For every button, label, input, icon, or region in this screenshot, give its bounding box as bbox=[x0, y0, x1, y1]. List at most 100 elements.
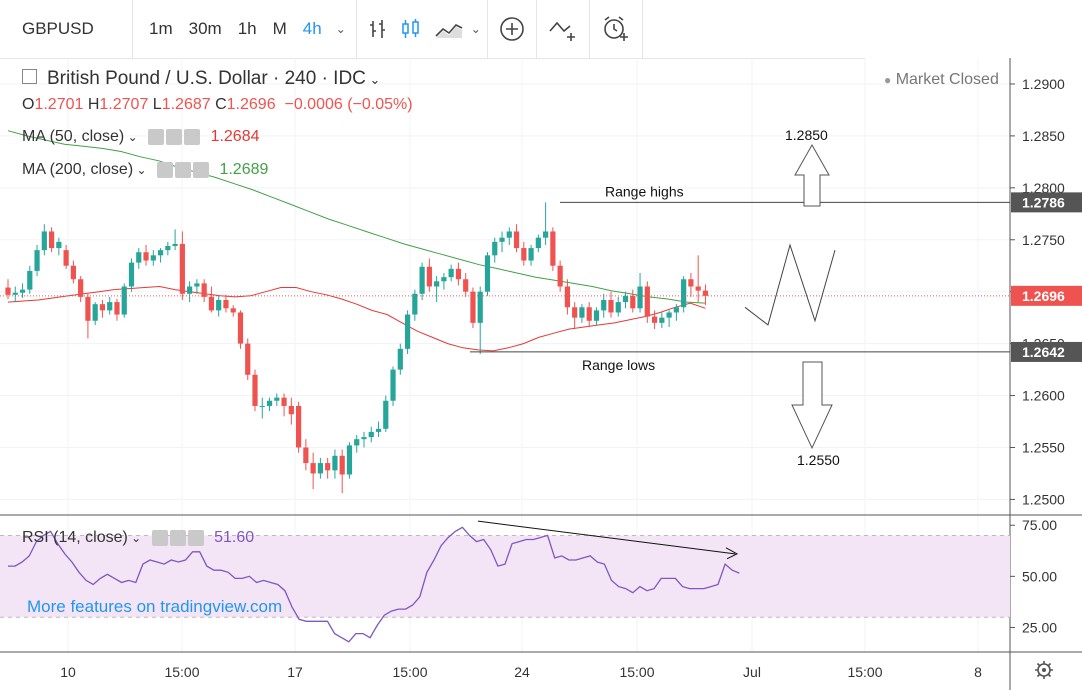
rsi-chevron-down-icon[interactable]: ⌄ bbox=[127, 531, 142, 545]
candle-body bbox=[78, 279, 84, 297]
high-label: H bbox=[87, 96, 100, 113]
collapse-icon[interactable] bbox=[22, 69, 37, 85]
candle-body bbox=[274, 397, 280, 401]
rsi-label: RSI (14, close) bbox=[22, 529, 128, 546]
market-status: ● Market Closed bbox=[884, 71, 999, 88]
high-value: 1.2707 bbox=[99, 96, 149, 113]
rsi-level-lines bbox=[0, 534, 1010, 618]
chart-style-chevron-down-icon[interactable]: ⌄ bbox=[470, 22, 481, 36]
time-tick-label: 15:00 bbox=[164, 664, 199, 680]
candle-body bbox=[99, 304, 106, 311]
compare-symbol-icon[interactable] bbox=[547, 14, 579, 44]
candle-body bbox=[201, 283, 207, 297]
ma200-path bbox=[7, 130, 706, 304]
title-chevron-down-icon[interactable]: ⌄ bbox=[365, 72, 381, 87]
candle-body bbox=[48, 231, 55, 249]
candle-body bbox=[12, 292, 18, 295]
target-up-label: 1.2850 bbox=[785, 127, 828, 143]
candle-body bbox=[296, 405, 302, 448]
close-icon[interactable] bbox=[193, 161, 209, 178]
symbol-search-button[interactable]: GBPUSD bbox=[22, 19, 94, 38]
time-tick-label: 10 bbox=[60, 664, 76, 680]
gear-icon[interactable] bbox=[169, 529, 186, 546]
candle-style-icon[interactable] bbox=[395, 14, 427, 44]
chart-legend-title: British Pound / U.S. Dollar · 240 · IDC … bbox=[22, 68, 380, 90]
candle-body bbox=[63, 250, 69, 266]
eye-icon[interactable] bbox=[148, 128, 165, 145]
timeframe-chevron-down-icon[interactable]: ⌄ bbox=[335, 22, 346, 36]
candle-body bbox=[644, 286, 650, 317]
ma50-label: MA (50, close) bbox=[22, 128, 125, 145]
timeframe-m-button[interactable]: M bbox=[272, 19, 287, 38]
candle-body bbox=[477, 291, 483, 323]
toolbar-divider bbox=[588, 0, 590, 58]
rsi-legend[interactable]: RSI (14, close) ⌄ 51.60 bbox=[22, 529, 254, 547]
ma50-controls[interactable] bbox=[148, 128, 201, 145]
rsi-path bbox=[8, 526, 740, 643]
candle-body bbox=[339, 455, 345, 475]
gear-icon[interactable] bbox=[166, 128, 183, 145]
candle-body bbox=[107, 302, 113, 311]
target-down-label: 1.2550 bbox=[797, 452, 840, 468]
ma200-legend[interactable]: MA (200, close) ⌄ 1.2689 bbox=[22, 161, 268, 179]
open-label: O bbox=[22, 96, 35, 113]
alarm-clock-icon[interactable] bbox=[600, 14, 632, 44]
instrument-title[interactable]: British Pound / U.S. Dollar · 240 · IDC bbox=[47, 68, 366, 89]
rsi-controls[interactable] bbox=[151, 529, 204, 546]
close-icon[interactable] bbox=[187, 529, 204, 546]
candle-body bbox=[317, 463, 323, 474]
eye-icon[interactable] bbox=[151, 529, 168, 546]
bar-style-icon[interactable] bbox=[363, 14, 395, 44]
rsi-tick-label: 25.00 bbox=[1022, 619, 1057, 635]
candle-body bbox=[550, 231, 556, 266]
candle-body bbox=[659, 317, 665, 323]
candle-body bbox=[354, 439, 360, 446]
timeframe-1h-button[interactable]: 1h bbox=[237, 19, 257, 38]
projection-zigzag bbox=[744, 243, 836, 326]
timeframe-4h-button[interactable]: 4h bbox=[302, 19, 322, 38]
timeframe-1m-button[interactable]: 1m bbox=[149, 19, 173, 38]
range-breakdown-down-arrow bbox=[791, 361, 833, 450]
rsi-band bbox=[0, 535, 1010, 618]
eye-icon[interactable] bbox=[157, 161, 173, 178]
candle-body bbox=[223, 300, 229, 309]
add-indicator-plus-icon[interactable] bbox=[496, 14, 528, 44]
settings-gear-icon[interactable] bbox=[1034, 660, 1054, 680]
gear-icon[interactable] bbox=[175, 161, 191, 178]
toolbar-divider bbox=[132, 0, 133, 58]
ma200-chevron-down-icon[interactable]: ⌄ bbox=[133, 163, 147, 177]
open-value: 1.2701 bbox=[34, 96, 84, 113]
rsi-tick-label: 75.00 bbox=[1022, 517, 1057, 533]
candle-body bbox=[673, 307, 679, 313]
close-label: C bbox=[215, 96, 227, 113]
ma50-chevron-down-icon[interactable]: ⌄ bbox=[124, 130, 138, 144]
candle-body bbox=[441, 277, 447, 282]
market-status-text: Market Closed bbox=[895, 71, 999, 88]
low-label: L bbox=[152, 96, 162, 113]
time-axis: 10 15:00 17 15:00 24 15:00 Jul 15:00 8 bbox=[60, 664, 982, 680]
candle-body bbox=[390, 369, 396, 401]
candle-body bbox=[586, 307, 592, 321]
candle-body bbox=[281, 397, 287, 406]
candle-body bbox=[230, 308, 236, 313]
candle-body bbox=[470, 291, 476, 323]
drawing-overlays: Range highs Range lows 1.2850 1.2550 bbox=[582, 127, 840, 468]
close-icon[interactable] bbox=[184, 128, 201, 145]
candle-body bbox=[56, 241, 62, 249]
area-style-icon[interactable] bbox=[433, 14, 465, 44]
candle-body bbox=[187, 286, 193, 294]
timeframe-30m-button[interactable]: 30m bbox=[188, 19, 222, 38]
candle-body bbox=[499, 237, 505, 242]
candle-body bbox=[157, 250, 164, 256]
tradingview-watermark-link[interactable]: More features on tradingview.com bbox=[27, 597, 283, 616]
ma200-controls[interactable] bbox=[157, 161, 209, 178]
ma50-legend[interactable]: MA (50, close) ⌄ 1.2684 bbox=[22, 128, 260, 146]
price-badge-label: 1.2786 bbox=[1022, 194, 1065, 210]
candle-body bbox=[615, 302, 621, 313]
candle-body bbox=[259, 405, 265, 407]
price-badge-label: 1.2696 bbox=[1022, 288, 1065, 304]
candle-body bbox=[92, 304, 98, 321]
candle-body bbox=[463, 279, 469, 292]
price-tick-label: 1.2550 bbox=[1022, 439, 1065, 455]
